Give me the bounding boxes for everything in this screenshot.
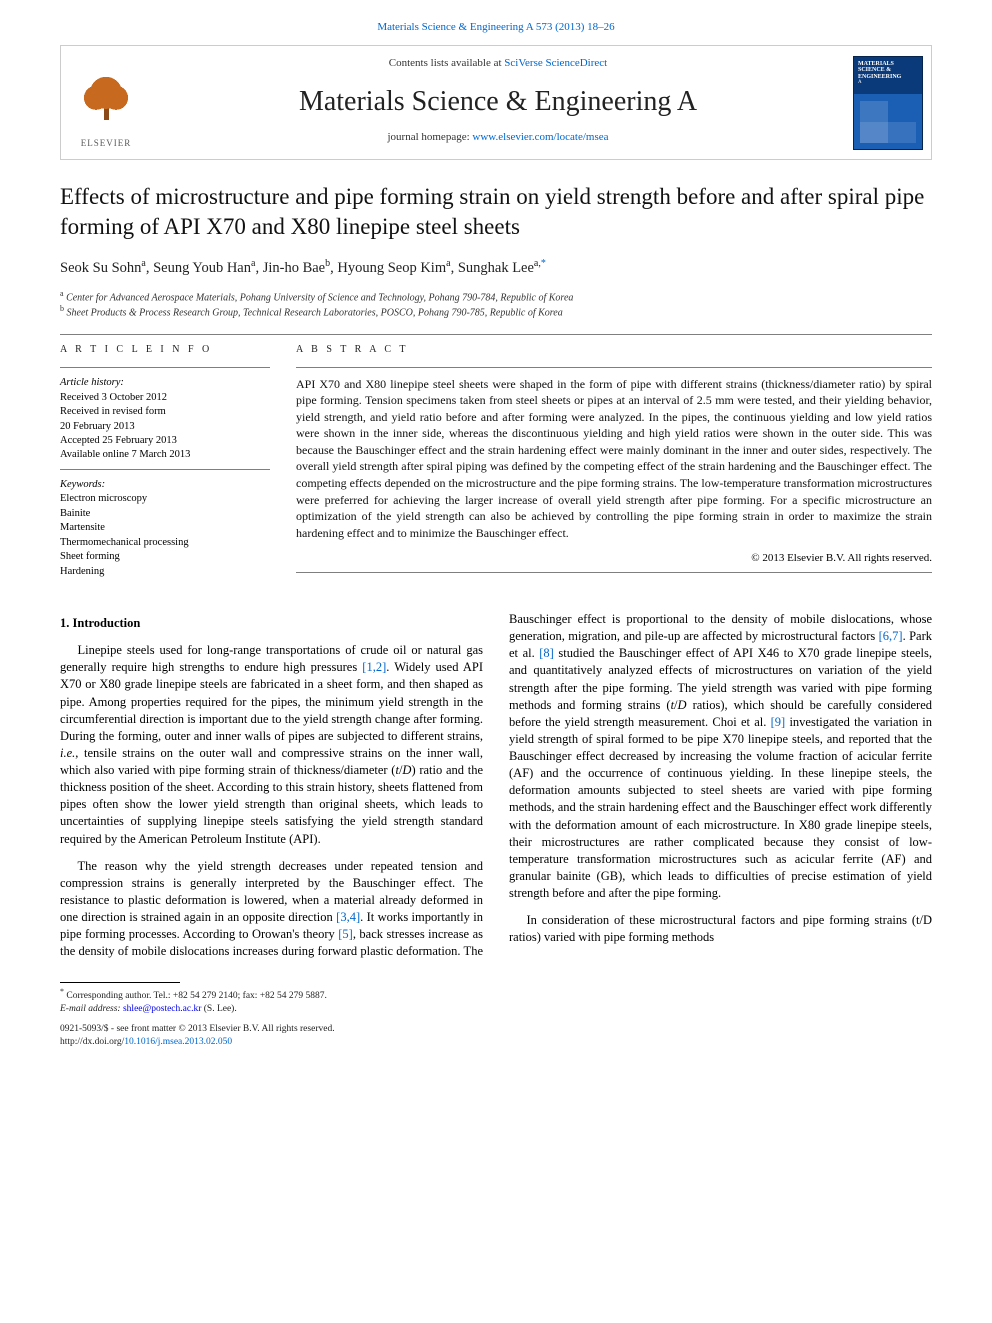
elsevier-logo: ELSEVIER bbox=[72, 73, 140, 149]
scidirect-link[interactable]: SciVerse ScienceDirect bbox=[504, 57, 607, 69]
journal-cover-cell: MATERIALS SCIENCE & ENGINEERING A bbox=[845, 46, 931, 159]
p2-f: investigated the variation in yield stre… bbox=[509, 715, 932, 900]
abstract-text: API X70 and X80 linepipe steel sheets we… bbox=[296, 376, 932, 541]
elsevier-wordmark: ELSEVIER bbox=[81, 137, 132, 149]
email-who: (S. Lee). bbox=[201, 1004, 236, 1014]
keyword: Hardening bbox=[60, 565, 270, 579]
footnote-block: * Corresponding author. Tel.: +82 54 279… bbox=[60, 982, 932, 1068]
article-title: Effects of microstructure and pipe formi… bbox=[60, 182, 932, 241]
top-citation: Materials Science & Engineering A 573 (2… bbox=[0, 0, 992, 45]
history-line: Received in revised form bbox=[60, 405, 270, 419]
author: Seung Youb Han bbox=[153, 260, 251, 276]
keyword: Martensite bbox=[60, 521, 270, 535]
author-aff: b bbox=[325, 258, 330, 269]
abstract-copyright: © 2013 Elsevier B.V. All rights reserved… bbox=[296, 551, 932, 566]
aff-sup: a bbox=[60, 289, 64, 298]
info-rule bbox=[60, 469, 270, 470]
abs-rule bbox=[296, 367, 932, 368]
paragraph: In consideration of these microstructura… bbox=[509, 912, 932, 946]
footnotes: * Corresponding author. Tel.: +82 54 279… bbox=[60, 987, 932, 1015]
affiliation: a Center for Advanced Aerospace Material… bbox=[60, 289, 932, 305]
doi-link[interactable]: 10.1016/j.msea.2013.02.050 bbox=[124, 1037, 232, 1047]
section-heading: 1. Introduction bbox=[60, 615, 483, 632]
author-aff: a bbox=[251, 258, 255, 269]
cite-link[interactable]: [1,2] bbox=[362, 660, 386, 674]
doi-prefix: http://dx.doi.org/ bbox=[60, 1037, 124, 1047]
journal-name: Materials Science & Engineering A bbox=[159, 83, 837, 121]
author-aff: a bbox=[141, 258, 145, 269]
homepage-line: journal homepage: www.elsevier.com/locat… bbox=[159, 130, 837, 145]
abstract-col: A B S T R A C T API X70 and X80 linepipe… bbox=[296, 343, 932, 581]
corr-email-link[interactable]: shlee@postech.ac.kr bbox=[123, 1004, 201, 1014]
footer-meta: 0921-5093/$ - see front matter © 2013 El… bbox=[60, 1023, 932, 1068]
article-info-col: A R T I C L E I N F O Article history: R… bbox=[60, 343, 270, 581]
keyword: Thermomechanical processing bbox=[60, 536, 270, 550]
author-aff: a, bbox=[534, 258, 541, 269]
publisher-logo-cell: ELSEVIER bbox=[61, 46, 151, 159]
affiliations: a Center for Advanced Aerospace Material… bbox=[60, 289, 932, 321]
homepage-link[interactable]: www.elsevier.com/locate/msea bbox=[472, 131, 608, 143]
history-line: 20 February 2013 bbox=[60, 420, 270, 434]
email-label: E-mail address: bbox=[60, 1004, 123, 1014]
info-abstract-row: A R T I C L E I N F O Article history: R… bbox=[60, 343, 932, 581]
keyword: Electron microscopy bbox=[60, 492, 270, 506]
corr-footnote: * Corresponding author. Tel.: +82 54 279… bbox=[60, 987, 932, 1003]
keywords-label: Keywords: bbox=[60, 478, 270, 492]
email-footnote: E-mail address: shlee@postech.ac.kr (S. … bbox=[60, 1003, 932, 1015]
history-line: Received 3 October 2012 bbox=[60, 391, 270, 405]
corr-author-mark[interactable]: * bbox=[541, 258, 546, 269]
history-label: Article history: bbox=[60, 376, 270, 390]
homepage-prefix: journal homepage: bbox=[387, 131, 472, 143]
cite-link[interactable]: [9] bbox=[771, 715, 786, 729]
article-info-label: A R T I C L E I N F O bbox=[60, 343, 270, 357]
p1-b: . Widely used API X70 or X80 grade linep… bbox=[60, 660, 483, 845]
aff-sup: b bbox=[60, 304, 64, 313]
corr-text: Corresponding author. Tel.: +82 54 279 2… bbox=[66, 992, 327, 1002]
history-line: Accepted 25 February 2013 bbox=[60, 434, 270, 448]
author-list: Seok Su Sohna, Seung Youb Hana, Jin-ho B… bbox=[60, 257, 932, 278]
journal-masthead: ELSEVIER Contents lists available at Sci… bbox=[60, 45, 932, 160]
abs-rule bbox=[296, 572, 932, 573]
journal-cover: MATERIALS SCIENCE & ENGINEERING A bbox=[853, 56, 923, 150]
cite-link[interactable]: [6,7] bbox=[879, 629, 903, 643]
masthead-center: Contents lists available at SciVerse Sci… bbox=[151, 46, 845, 159]
paragraph: Linepipe steels used for long-range tran… bbox=[60, 642, 483, 848]
front-matter-line: 0921-5093/$ - see front matter © 2013 El… bbox=[60, 1023, 932, 1035]
author: Hyoung Seop Kim bbox=[337, 260, 446, 276]
cover-title: MATERIALS SCIENCE & ENGINEERING bbox=[858, 61, 918, 81]
aff-text: Center for Advanced Aerospace Materials,… bbox=[66, 292, 573, 303]
section-divider bbox=[60, 334, 932, 335]
author: Jin-ho Bae bbox=[263, 260, 325, 276]
author-aff: a bbox=[446, 258, 450, 269]
body-two-columns: 1. Introduction Linepipe steels used for… bbox=[60, 611, 932, 960]
cover-sub: A bbox=[858, 80, 918, 87]
top-citation-link[interactable]: Materials Science & Engineering A 573 (2… bbox=[377, 21, 614, 33]
contents-lists-prefix: Contents lists available at bbox=[389, 57, 504, 69]
elsevier-tree-icon bbox=[78, 73, 134, 135]
aff-text: Sheet Products & Process Research Group,… bbox=[67, 308, 563, 319]
contents-lists-line: Contents lists available at SciVerse Sci… bbox=[159, 56, 837, 71]
keyword: Sheet forming bbox=[60, 550, 270, 564]
keyword: Bainite bbox=[60, 507, 270, 521]
affiliation: b Sheet Products & Process Research Grou… bbox=[60, 304, 932, 320]
author: Seok Su Sohn bbox=[60, 260, 141, 276]
history-line: Available online 7 March 2013 bbox=[60, 448, 270, 462]
abstract-label: A B S T R A C T bbox=[296, 343, 932, 357]
info-rule bbox=[60, 367, 270, 368]
keywords-list: Electron microscopy Bainite Martensite T… bbox=[60, 492, 270, 579]
cite-link[interactable]: [3,4] bbox=[336, 910, 360, 924]
cite-link[interactable]: [8] bbox=[539, 646, 554, 660]
article-body: Effects of microstructure and pipe formi… bbox=[0, 182, 992, 1068]
author: Sunghak Lee bbox=[458, 260, 534, 276]
doi-line: http://dx.doi.org/10.1016/j.msea.2013.02… bbox=[60, 1036, 932, 1048]
corr-mark: * bbox=[60, 987, 64, 996]
footnote-rule bbox=[60, 982, 180, 983]
cite-link[interactable]: [5] bbox=[338, 927, 353, 941]
